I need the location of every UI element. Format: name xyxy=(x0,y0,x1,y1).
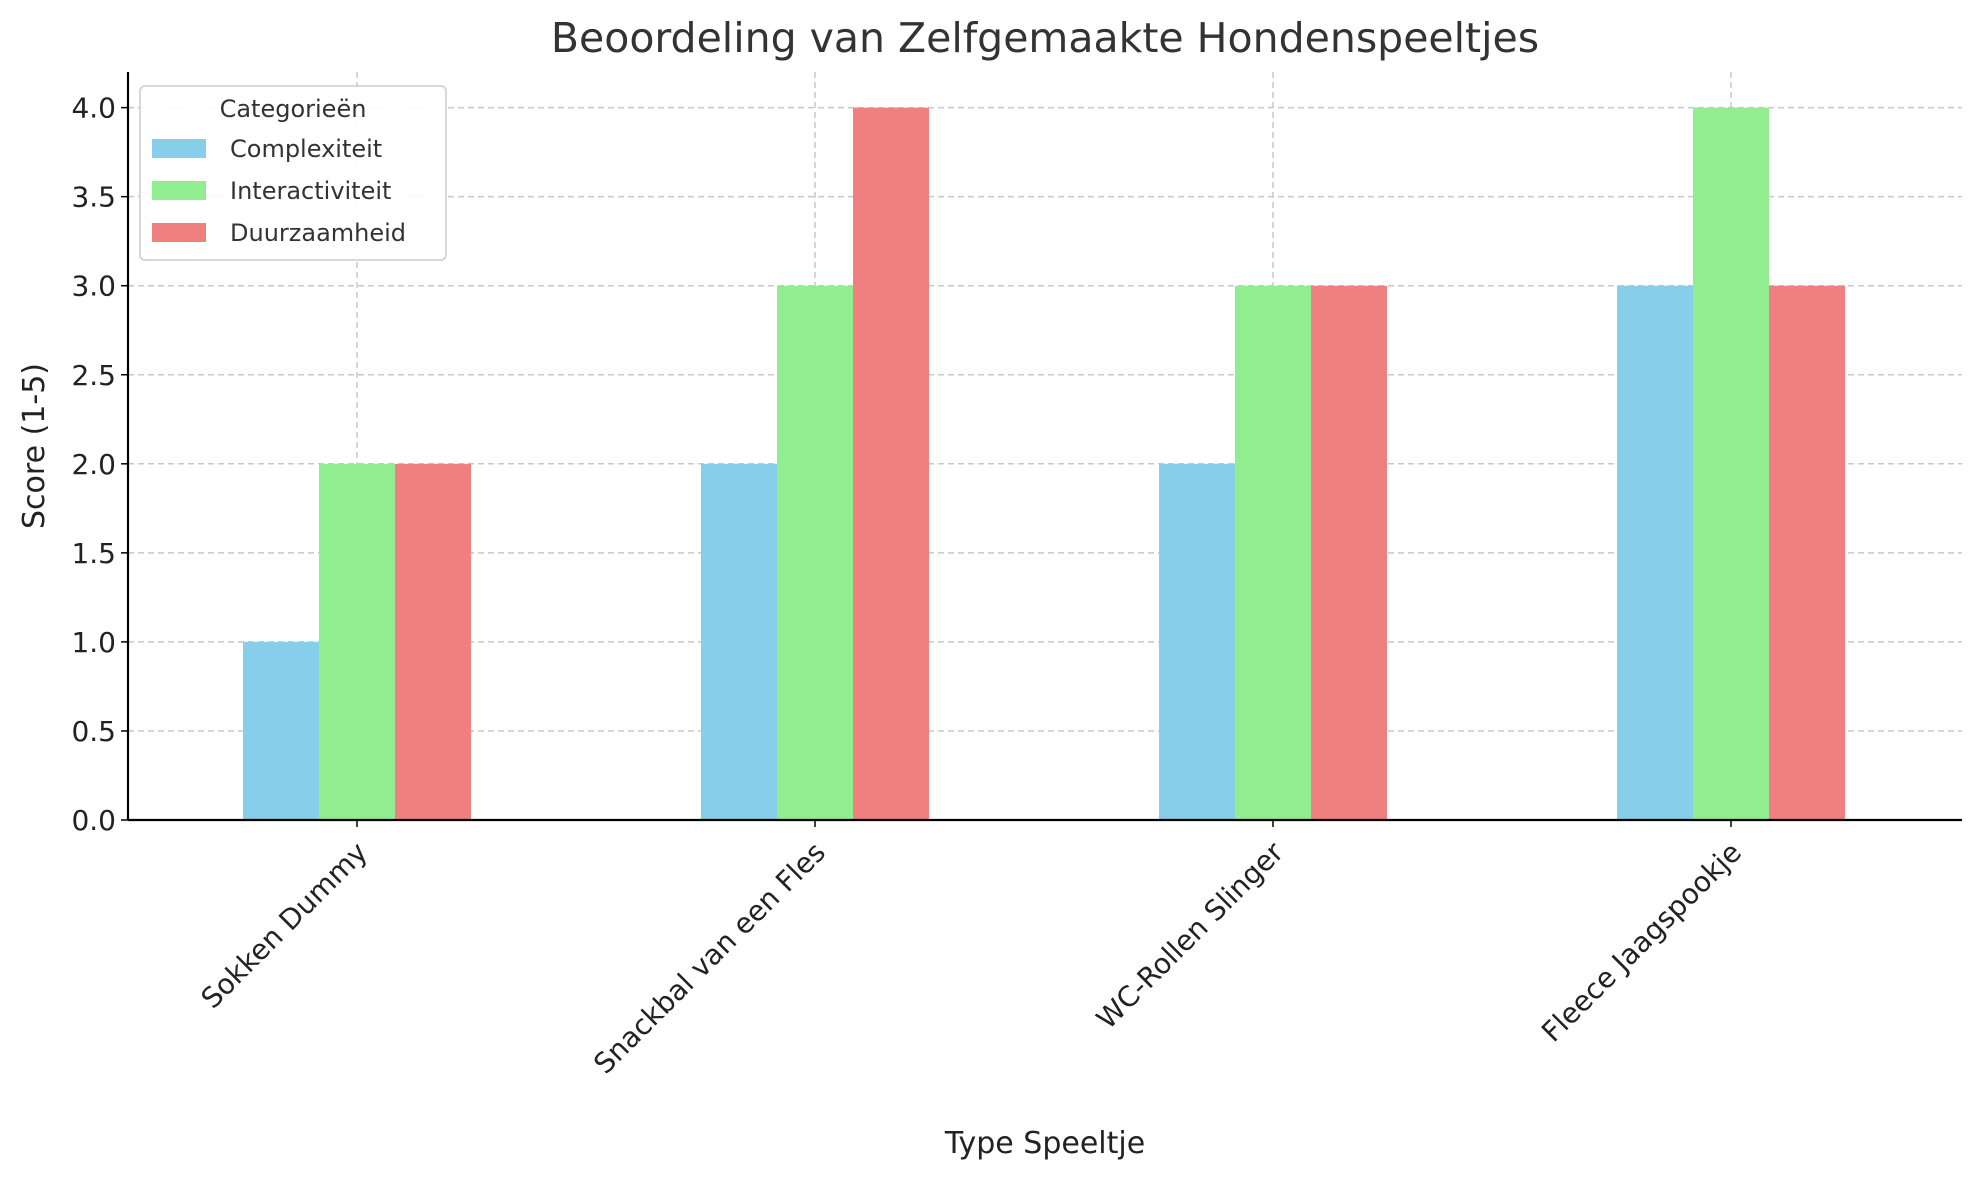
x-tick-label: Sokken Dummy xyxy=(195,836,374,1015)
bar-interactiviteit-1 xyxy=(319,463,395,820)
legend: Categorieën Complexiteit Interactiviteit D… xyxy=(139,85,447,261)
y-tick-label: 2.0 xyxy=(71,448,116,481)
legend-items: Complexiteit Interactiviteit Duurzaamheid xyxy=(152,135,406,247)
bar-interactiviteit-4 xyxy=(1693,107,1769,821)
bar-complexiteit-1 xyxy=(243,641,319,820)
chart-title: Beoordeling van Zelfgemaakte Hondenspeel… xyxy=(551,14,1539,62)
y-tick-label: 1.5 xyxy=(71,537,116,570)
bar-interactiviteit-2 xyxy=(777,285,853,820)
y-ticks: 0.0 0.5 1.0 1.5 2.0 2.5 3.0 3.5 4.0 xyxy=(71,92,128,837)
y-axis-label: Score (1-5) xyxy=(17,363,52,529)
legend-swatch xyxy=(152,139,206,158)
bar-complexiteit-2 xyxy=(701,463,777,820)
bar-complexiteit-3 xyxy=(1159,463,1235,820)
legend-frame xyxy=(139,85,447,261)
y-tick-label: 3.0 xyxy=(71,270,116,303)
bar-complexiteit-4 xyxy=(1617,285,1693,820)
x-axis-label: Type Speeltje xyxy=(944,1126,1145,1161)
bar-duurzaamheid-4 xyxy=(1769,285,1845,820)
y-tick-label: 2.5 xyxy=(71,359,116,392)
x-ticks: Sokken Dummy Snackbal van een Fles WC-Roll… xyxy=(195,820,1748,1080)
y-tick-label: 4.0 xyxy=(71,92,116,125)
bar-interactiviteit-3 xyxy=(1235,285,1311,820)
x-tick-label: Snackbal van een Fles xyxy=(587,836,832,1081)
legend-label: Interactiviteit xyxy=(230,177,391,205)
y-tick-label: 0.0 xyxy=(71,804,116,837)
x-tick-label: Fleece Jaagspookje xyxy=(1535,836,1748,1049)
legend-swatch xyxy=(152,223,206,242)
y-tick-label: 1.0 xyxy=(71,626,116,659)
bars xyxy=(243,107,1845,821)
bar-duurzaamheid-3 xyxy=(1311,285,1387,820)
legend-label: Duurzaamheid xyxy=(230,219,406,247)
bar-duurzaamheid-2 xyxy=(853,107,929,821)
y-tick-label: 3.5 xyxy=(71,181,116,214)
bar-duurzaamheid-1 xyxy=(395,463,471,820)
y-tick-label: 0.5 xyxy=(71,715,116,748)
legend-label: Complexiteit xyxy=(230,135,382,163)
x-tick-label: WC-Rollen Slinger xyxy=(1090,835,1290,1035)
legend-swatch xyxy=(152,181,206,200)
legend-title: Categorieën xyxy=(220,95,367,123)
